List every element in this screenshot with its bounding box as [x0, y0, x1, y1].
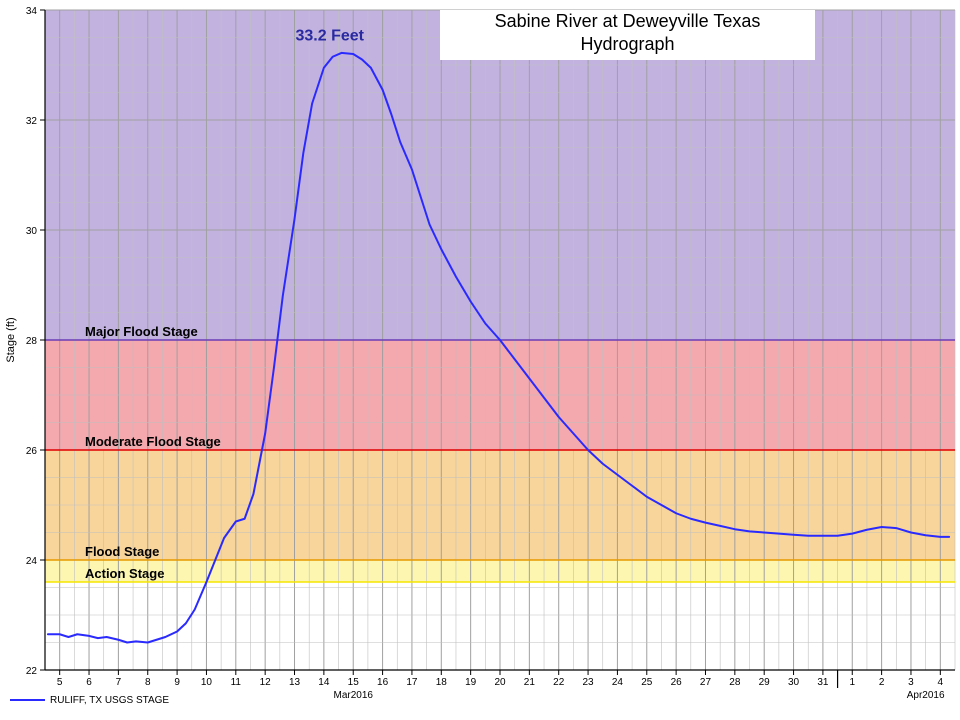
x-tick-label: 19	[465, 677, 477, 688]
x-tick-label: 26	[671, 677, 683, 688]
flood-label-flood: Flood Stage	[85, 544, 159, 559]
x-tick-label: 22	[553, 677, 565, 688]
x-tick-label: 8	[145, 677, 151, 688]
x-tick-label: 13	[289, 677, 301, 688]
x-tick-label: 11	[231, 677, 242, 688]
x-tick-label: 20	[494, 677, 506, 688]
x-tick-label: 24	[612, 677, 624, 688]
flood-label-major: Major Flood Stage	[85, 324, 198, 339]
chart-svg: Major Flood Stage Moderate Flood Stage Flo…	[0, 0, 960, 720]
hydrograph-chart: Major Flood Stage Moderate Flood Stage Flo…	[0, 0, 960, 720]
x-tick-label: 14	[318, 677, 330, 688]
x-tick-label: 5	[57, 677, 63, 688]
x-tick-label: 6	[86, 677, 92, 688]
y-axis-label: Stage (ft)	[5, 317, 17, 362]
x-tick-label: 3	[908, 677, 914, 688]
x-tick-label: 1	[849, 677, 855, 688]
x-tick-label: 21	[524, 677, 536, 688]
x-tick-label: 23	[583, 677, 595, 688]
x-month-label: Mar2016	[333, 690, 373, 701]
x-tick-label: 4	[938, 677, 944, 688]
x-tick-label: 28	[729, 677, 741, 688]
y-tick-label: 34	[26, 6, 38, 17]
x-tick-label: 9	[174, 677, 180, 688]
y-tick-label: 26	[26, 446, 38, 457]
chart-title-line2: Hydrograph	[440, 33, 815, 56]
chart-title-box: Sabine River at Deweyville Texas Hydrogr…	[440, 10, 815, 60]
x-tick-label: 25	[641, 677, 653, 688]
x-tick-label: 31	[817, 677, 829, 688]
flood-label-moderate: Moderate Flood Stage	[85, 434, 221, 449]
chart-title-line1: Sabine River at Deweyville Texas	[440, 10, 815, 33]
legend-label: RULIFF, TX USGS STAGE	[50, 695, 169, 706]
x-tick-label: 15	[348, 677, 360, 688]
x-tick-label: 30	[788, 677, 800, 688]
y-tick-label: 28	[26, 336, 38, 347]
y-tick-label: 22	[26, 666, 38, 677]
x-tick-label: 12	[260, 677, 272, 688]
flood-label-action: Action Stage	[85, 566, 164, 581]
x-tick-label: 27	[700, 677, 712, 688]
x-tick-label: 17	[406, 677, 418, 688]
x-tick-label: 7	[116, 677, 122, 688]
x-tick-label: 29	[759, 677, 771, 688]
x-tick-label: 18	[436, 677, 448, 688]
peak-label: 33.2 Feet	[295, 27, 364, 44]
y-tick-label: 30	[26, 226, 38, 237]
y-tick-label: 32	[26, 116, 38, 127]
y-tick-label: 24	[26, 556, 38, 567]
x-month-label: Apr2016	[907, 690, 945, 701]
x-tick-label: 16	[377, 677, 389, 688]
x-tick-label: 2	[879, 677, 885, 688]
x-tick-label: 10	[201, 677, 213, 688]
